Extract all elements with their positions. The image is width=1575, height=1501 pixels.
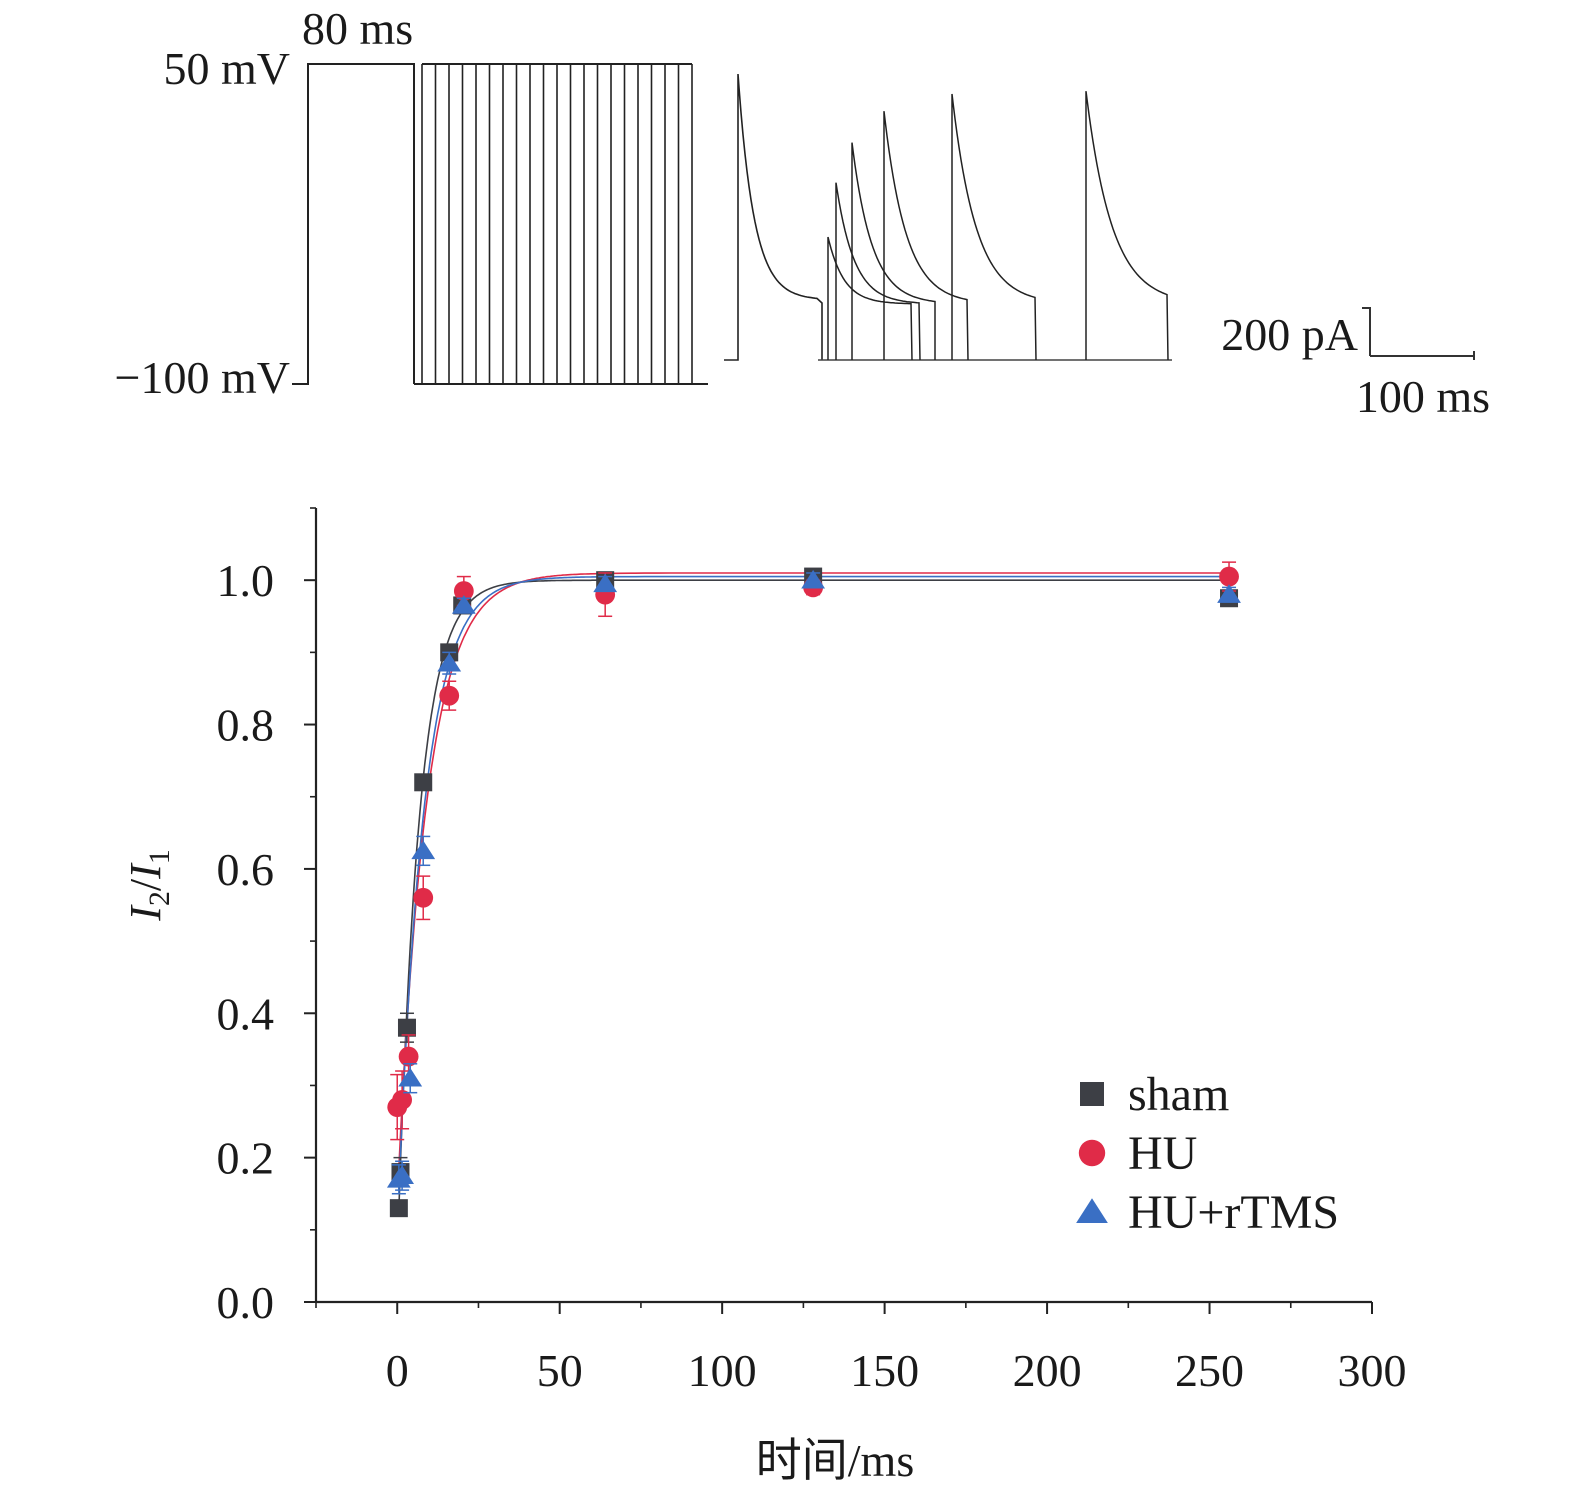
point-hu-rtms — [451, 595, 476, 614]
protocol-second-pulses — [414, 63, 708, 385]
scale-bar-horizontal — [1370, 351, 1475, 360]
x-tick-label: 50 — [537, 1345, 583, 1396]
protocol-first-pulse — [292, 63, 415, 385]
point-hu-rtms — [593, 573, 618, 593]
point-hu-rtms — [1217, 584, 1241, 603]
voltage-protocol: 80 ms 50 mV −100 mV — [115, 3, 708, 403]
legend-label-hu: HU — [1128, 1127, 1197, 1180]
x-tick-label: 250 — [1175, 1345, 1244, 1396]
point-sham — [397, 1018, 416, 1037]
legend: sham HU HU+rTMS — [1076, 1068, 1339, 1239]
fit-curve-hu — [398, 572, 1229, 1168]
trace-second-pulse — [835, 182, 921, 361]
x-tick-label: 150 — [850, 1345, 919, 1396]
fit-curve-sham — [398, 579, 1229, 1209]
trace-second-pulse — [883, 111, 969, 361]
legend-label-hu-rtms: HU+rTMS — [1128, 1186, 1339, 1239]
y-tick-label: 1.0 — [217, 555, 275, 606]
x-tick-label: 0 — [386, 1345, 409, 1396]
scale-bar-time-label: 100 ms — [1356, 371, 1490, 422]
point-hu — [413, 887, 434, 908]
y-tick-label: 0.0 — [217, 1277, 275, 1328]
y-axis-label-slash: / — [121, 878, 170, 891]
point-hu-rtms — [411, 840, 436, 860]
legend-marker-sham — [1080, 1082, 1104, 1106]
y-tick-label: 0.6 — [217, 844, 275, 895]
legend-marker-hu-rtms — [1076, 1198, 1108, 1224]
point-hu — [453, 581, 474, 601]
trace-second-pulse — [1085, 91, 1169, 361]
chart-axes: 0 50 100 150 200 250 300 0.0 0.2 0.4 0.6 0.8 1.0 — [217, 507, 1407, 1396]
fit-curves — [398, 572, 1229, 1209]
point-hu — [439, 685, 460, 706]
y-tick-label: 0.4 — [217, 988, 275, 1039]
point-sham — [414, 773, 433, 792]
point-hu — [392, 1089, 413, 1110]
protocol-duration-label: 80 ms — [302, 3, 413, 54]
scale-bar-vertical — [1362, 307, 1371, 356]
trace-first-pulse — [724, 73, 823, 361]
y-axis-label-sub1: 1 — [143, 849, 176, 864]
point-hu — [1219, 566, 1239, 587]
trace-second-pulse — [827, 236, 913, 361]
point-hu-rtms — [390, 1165, 415, 1184]
recovery-chart: 0 50 100 150 200 250 300 0.0 0.2 0.4 0.6 0.8 1.0 I2/… — [121, 507, 1407, 1486]
point-hu-rtms — [398, 1067, 423, 1087]
x-tick-label: 100 — [688, 1345, 757, 1396]
protocol-low-voltage-label: −100 mV — [115, 352, 290, 403]
trace-second-pulse — [951, 93, 1037, 361]
point-sham — [389, 1199, 408, 1218]
y-tick-label: 0.2 — [217, 1133, 275, 1184]
fit-curve-hu-rtms — [398, 575, 1229, 1191]
y-axis-label-sub2: 2 — [143, 891, 176, 906]
point-hu — [398, 1046, 419, 1067]
protocol-high-voltage-label: 50 mV — [164, 43, 291, 94]
y-axis-label: I2/I1 — [121, 849, 176, 922]
point-hu-rtms — [437, 652, 462, 672]
trace-second-pulse — [851, 142, 936, 360]
x-tick-label: 200 — [1013, 1345, 1082, 1396]
scale-bar: 200 pA 100 ms — [1221, 307, 1490, 422]
data-points — [386, 561, 1241, 1218]
point-hu-rtms — [801, 569, 826, 589]
x-axis-label: 时间/ms — [756, 1435, 914, 1486]
scale-bar-current-label: 200 pA — [1221, 309, 1358, 360]
legend-label-sham: sham — [1128, 1068, 1229, 1121]
y-tick-label: 0.8 — [217, 700, 275, 751]
x-tick-label: 300 — [1338, 1345, 1407, 1396]
current-traces — [724, 73, 1172, 361]
legend-marker-hu — [1078, 1139, 1106, 1167]
